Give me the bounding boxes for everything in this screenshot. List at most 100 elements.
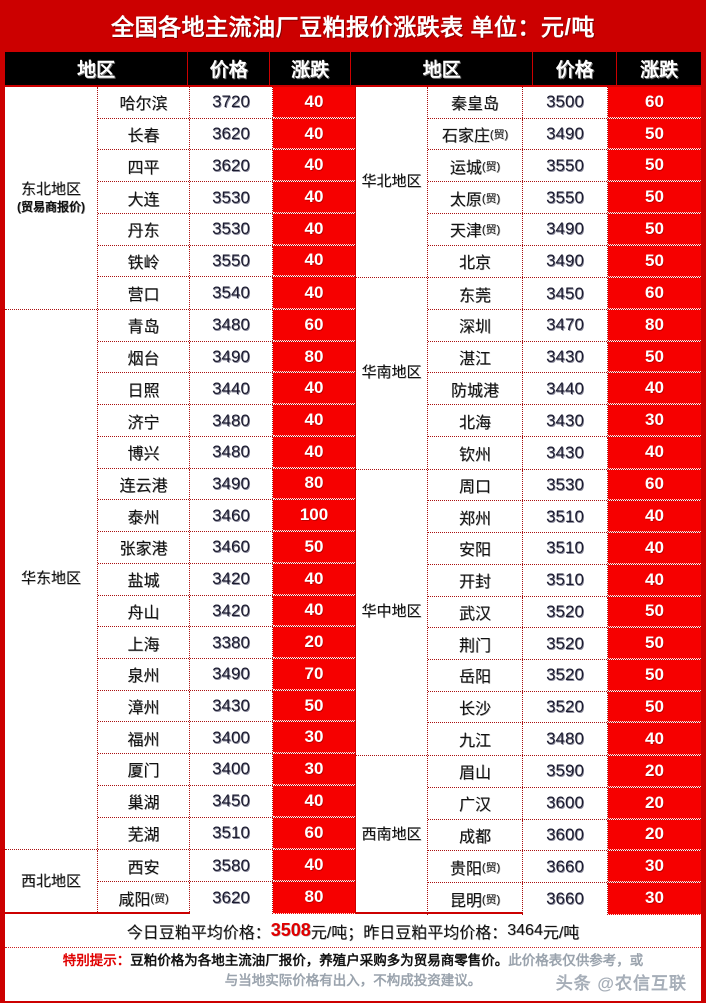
table-row[interactable]: 防城港 3440 40 [428,373,701,406]
cell-price: 3540 [190,277,273,310]
cell-change: 50 [608,118,701,150]
cell-change: 40 [273,850,355,881]
table-row[interactable]: 漳州 3430 50 [98,690,355,723]
table-row[interactable]: 泰州 3460 100 [98,500,355,533]
table-row[interactable]: 深圳 3470 80 [428,310,701,342]
table-row[interactable]: 舟山 3420 40 [98,595,355,628]
table-row[interactable]: 济宁 3480 40 [98,405,355,437]
city-name: 钦州 [458,446,491,464]
table-row[interactable]: 丹东 3530 40 [98,213,355,246]
average-price-row: 今日豆粕平均价格： 3508 元/吨；昨日豆粕平均价格： 3464 元/吨 [5,912,701,948]
table-row[interactable]: 运城 (贸) 3550 50 [428,150,701,183]
table-row[interactable]: 西安 3580 40 [98,850,355,882]
cell-price: 3510 [523,564,608,596]
table-row[interactable]: 咸阳 (贸) 3620 80 [98,881,355,914]
cell-price: 3380 [190,627,273,658]
table-row[interactable]: 钦州 3430 40 [428,436,701,469]
cell-city: 岳阳 [428,659,523,691]
city-name: 安阳 [458,542,491,560]
note-text-2: 此价格表仅供参考，或 [508,953,644,968]
table-row[interactable]: 武汉 3520 50 [428,596,701,629]
table-row[interactable]: 九江 3480 40 [428,723,701,756]
table-row[interactable]: 厦门 3400 30 [98,754,355,786]
avg-today-unit: 元/吨 [310,924,348,942]
city-name: 深圳 [458,319,491,337]
cell-price: 3590 [523,756,608,787]
table-header-row: 地区 价格 涨跌 地区 价格 涨跌 [5,50,701,87]
table-row[interactable]: 博兴 3480 40 [98,436,355,469]
table-row[interactable]: 岳阳 3520 50 [428,659,701,692]
cell-price: 3520 [523,659,608,691]
city-name: 咸阳 [118,891,151,909]
city-name: 成都 [458,828,491,846]
city-name: 烟台 [127,351,160,369]
table-row[interactable]: 成都 3600 20 [428,819,701,852]
cell-price: 3510 [523,501,608,533]
table-row[interactable]: 长沙 3520 50 [428,691,701,724]
table-row[interactable]: 烟台 3490 80 [98,341,355,374]
table-row[interactable]: 上海 3380 20 [98,627,355,659]
table-row[interactable]: 郑州 3510 40 [428,501,701,534]
avg-separator: ； [347,924,364,942]
table-row[interactable]: 石家庄 (贸) 3490 50 [428,118,701,151]
cell-city: 周口 [428,469,523,501]
table-row[interactable]: 巢湖 3450 40 [98,785,355,818]
cell-city: 厦门 [98,754,190,785]
table-row[interactable]: 眉山 3590 20 [428,756,701,788]
cell-price: 3480 [190,310,273,341]
cell-price: 3530 [523,469,608,501]
region-label-sub: (贸易商报价) [17,199,85,214]
cell-change: 30 [608,851,701,882]
table-row[interactable]: 福州 3400 30 [98,722,355,755]
table-row[interactable]: 青岛 3480 60 [98,310,355,342]
region-rows: 青岛 3480 60 烟台 3490 80 日照 3440 40 济宁 3480 40 博兴 3480 40… [98,310,355,850]
table-row[interactable]: 哈尔滨 3720 40 [98,87,355,119]
table-row[interactable]: 荆门 3520 50 [428,628,701,660]
table-row[interactable]: 安阳 3510 40 [428,533,701,565]
city-name: 泉州 [127,668,160,686]
table-row[interactable]: 天津 (贸) 3490 50 [428,213,701,246]
table-row[interactable]: 芜湖 3510 60 [98,817,355,850]
table-row[interactable]: 开封 3510 40 [428,564,701,597]
cell-price: 3510 [190,817,273,850]
cell-price: 3600 [523,787,608,819]
cell-price: 3490 [190,468,273,500]
cell-city: 青岛 [98,310,190,341]
cell-change: 40 [273,405,355,436]
table-row[interactable]: 长春 3620 40 [98,118,355,151]
cell-change: 40 [608,533,701,564]
table-row[interactable]: 铁岭 3550 40 [98,245,355,278]
table-row[interactable]: 连云港 3490 80 [98,468,355,501]
cell-city: 运城 (贸) [428,150,523,182]
table-row[interactable]: 泉州 3490 70 [98,658,355,691]
table-row[interactable]: 广汉 3600 20 [428,787,701,820]
table-row[interactable]: 盐城 3420 40 [98,563,355,596]
cell-price: 3430 [523,405,608,436]
region-label-main: 西南地区 [361,826,422,844]
table-row[interactable]: 北京 3490 50 [428,245,701,278]
table-row[interactable]: 日照 3440 40 [98,373,355,406]
table-row[interactable]: 秦皇岛 3500 60 [428,87,701,119]
cell-city: 丹东 [98,213,190,245]
table-row[interactable]: 北海 3430 30 [428,405,701,437]
table-row[interactable]: 营口 3540 40 [98,277,355,310]
table-row[interactable]: 四平 3620 40 [98,150,355,183]
cell-change: 60 [273,817,355,850]
cell-price: 3420 [190,595,273,627]
table-row[interactable]: 东莞 3450 60 [428,278,701,311]
city-name: 四平 [127,159,160,177]
cell-change: 80 [273,468,355,500]
cell-change: 80 [608,310,701,341]
city-name: 北京 [458,255,491,273]
table-row[interactable]: 张家港 3460 50 [98,532,355,564]
table-row[interactable]: 贵阳 (贸) 3660 30 [428,851,701,883]
table-row[interactable]: 周口 3530 60 [428,469,701,502]
table-row[interactable]: 湛江 3430 50 [428,341,701,374]
city-name: 福州 [127,731,160,749]
table-row[interactable]: 太原 (贸) 3550 50 [428,182,701,214]
table-row[interactable]: 大连 3530 40 [98,182,355,214]
cell-price: 3720 [190,87,273,118]
city-tag: (贸) [150,892,169,905]
cell-price: 3580 [190,850,273,881]
table-row[interactable]: 昆明 (贸) 3660 30 [428,882,701,915]
